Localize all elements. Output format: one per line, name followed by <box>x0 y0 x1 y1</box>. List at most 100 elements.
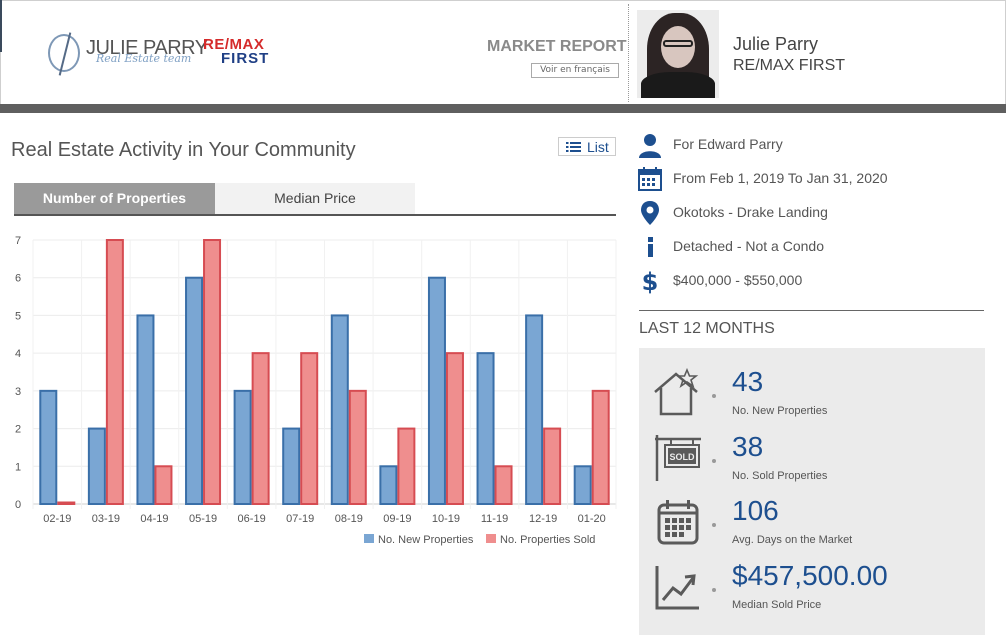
brand-line2: FIRST <box>221 50 270 67</box>
language-button[interactable]: Voir en français <box>531 63 619 78</box>
x-tick-label: 11-19 <box>481 513 508 525</box>
map-pin-icon <box>641 201 659 225</box>
agent-name: Julie Parry <box>733 34 819 54</box>
last12-title: LAST 12 MONTHS <box>639 320 775 337</box>
y-tick-label: 6 <box>15 273 21 285</box>
bar-new-properties <box>185 276 204 506</box>
bar-properties-sold <box>348 389 367 506</box>
legend-swatch-sold <box>486 534 496 543</box>
bar-properties-sold <box>57 501 76 505</box>
x-tick-label: 07-19 <box>286 513 314 525</box>
bar-properties-sold <box>543 427 562 505</box>
x-tick-label: 12-19 <box>529 513 557 525</box>
bar-new-properties <box>525 314 544 505</box>
team-logo[interactable]: JULIE PARRY Real Estate team RE/MAX FIRS… <box>48 34 278 74</box>
stat-median-sold-price: $457,500.00 Median Sold Price <box>639 556 985 620</box>
info-icon <box>648 237 653 257</box>
bar-properties-sold <box>105 239 124 505</box>
y-tick-label: 1 <box>15 461 21 473</box>
x-tick-label: 08-19 <box>335 513 363 525</box>
filter-type-text: Detached - Not a Condo <box>673 238 824 254</box>
stat-label: No. Sold Properties <box>732 470 828 482</box>
trend-chart-icon <box>655 566 699 610</box>
list-icon <box>566 142 581 152</box>
x-tick-label: 10-19 <box>432 513 460 525</box>
user-icon <box>639 134 661 158</box>
x-tick-label: 09-19 <box>383 513 411 525</box>
bar-new-properties <box>136 314 155 505</box>
bar-properties-sold <box>154 465 173 506</box>
bar-properties-sold <box>251 352 270 505</box>
bar-properties-sold <box>203 239 222 505</box>
tab-underline <box>14 214 616 216</box>
stats-panel: 43 No. New Properties SOLD 38 No. Sold P… <box>639 348 985 635</box>
bar-properties-sold <box>494 465 513 506</box>
stat-sold-properties: SOLD 38 No. Sold Properties <box>639 427 985 491</box>
y-tick-label: 4 <box>15 348 21 360</box>
header-separator <box>628 4 629 102</box>
header-divider-bar <box>0 104 1006 113</box>
list-button-label: List <box>587 139 609 155</box>
x-tick-label: 03-19 <box>92 513 120 525</box>
y-tick-label: 2 <box>15 424 21 436</box>
logo-mark-icon <box>48 34 80 72</box>
bar-new-properties <box>476 352 495 505</box>
calendar-grid-icon <box>657 500 699 545</box>
agent-company: RE/MAX FIRST <box>733 57 846 74</box>
house-star-icon <box>654 368 699 416</box>
bar-new-properties <box>573 465 592 506</box>
stat-value: 106 <box>732 495 779 526</box>
list-view-button[interactable]: List <box>558 137 616 156</box>
x-tick-label: 05-19 <box>189 513 217 525</box>
bar-properties-sold <box>300 352 319 505</box>
stat-value: 38 <box>732 431 764 462</box>
bar-new-properties <box>282 427 301 505</box>
stat-value: 43 <box>732 366 764 397</box>
header <box>0 0 1006 105</box>
section-title: Real Estate Activity in Your Community <box>11 139 356 161</box>
svg-text:$: $ <box>642 268 659 294</box>
x-tick-label: 01-20 <box>578 513 606 525</box>
x-tick-label: 06-19 <box>238 513 266 525</box>
filter-contact: For Edward Parry <box>637 130 997 160</box>
filter-location-text: Okotoks - Drake Landing <box>673 204 828 220</box>
y-tick-label: 3 <box>15 386 21 398</box>
stat-days-on-market: 106 Avg. Days on the Market <box>639 491 985 555</box>
legend-swatch-new <box>364 534 374 543</box>
tab-median-price[interactable]: Median Price <box>215 183 415 214</box>
calendar-icon <box>638 167 662 191</box>
sold-sign-icon: SOLD <box>655 435 701 481</box>
dollar-icon: $ <box>642 268 659 294</box>
y-tick-label: 5 <box>15 310 21 322</box>
x-tick-label: 04-19 <box>140 513 168 525</box>
x-tick-label: 02-19 <box>43 513 71 525</box>
stat-label: Avg. Days on the Market <box>732 534 853 546</box>
legend-label-new: No. New Properties <box>378 534 474 546</box>
logo-name: JULIE PARRY <box>86 37 208 59</box>
stat-new-properties: 43 No. New Properties <box>639 362 985 426</box>
bar-properties-sold <box>397 427 416 505</box>
bar-new-properties <box>233 389 252 506</box>
stat-label: Median Sold Price <box>732 599 822 611</box>
properties-bar-chart: 0 1 2 3 4 5 6 7 02-19 03-19 04-19 05-19 06-19 07-19 08… <box>15 235 617 546</box>
stat-value: $457,500.00 <box>732 560 888 591</box>
bar-new-properties <box>330 314 349 505</box>
bar-new-properties <box>427 276 446 506</box>
svg-text:SOLD: SOLD <box>669 452 695 462</box>
bar-new-properties <box>39 389 58 506</box>
bar-new-properties <box>379 465 398 506</box>
bar-new-properties <box>87 427 106 505</box>
report-title: MARKET REPORT <box>487 38 627 55</box>
bar-properties-sold <box>445 352 464 505</box>
filter-date-text: From Feb 1, 2019 To Jan 31, 2020 <box>673 170 888 186</box>
y-tick-label: 0 <box>15 499 21 511</box>
bar-properties-sold <box>591 389 610 506</box>
filter-price-text: $400,000 - $550,000 <box>673 272 803 288</box>
filter-property-type: Detached - Not a Condo <box>637 232 997 262</box>
filter-price-range: $ $400,000 - $550,000 <box>637 266 997 296</box>
y-tick-label: 7 <box>15 235 21 247</box>
brand-line1: RE/MAX <box>203 36 265 53</box>
filter-date-range: From Feb 1, 2019 To Jan 31, 2020 <box>637 164 997 194</box>
filter-location: Okotoks - Drake Landing <box>637 198 997 228</box>
tab-number-of-properties[interactable]: Number of Properties <box>14 183 215 214</box>
